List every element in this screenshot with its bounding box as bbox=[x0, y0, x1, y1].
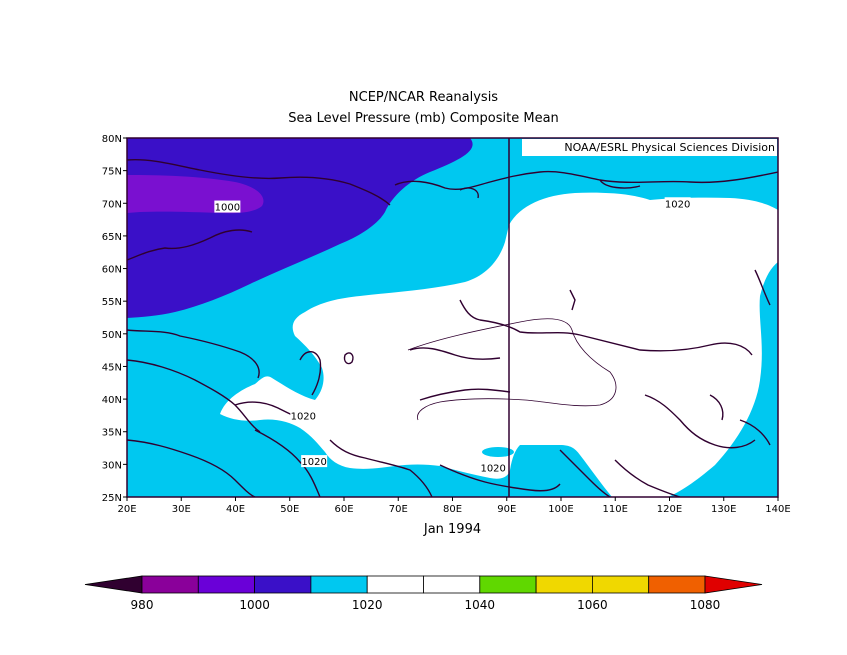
contour-line-1020-inner bbox=[407, 318, 617, 421]
contour-label: 1020 bbox=[301, 457, 326, 468]
colorbar: 980 1000 1020 1040 1060 1080 bbox=[84, 575, 763, 612]
contour-label-bg bbox=[664, 197, 691, 210]
lon-tick-label: 30E bbox=[172, 504, 191, 515]
lat-tick-label: 45N bbox=[102, 362, 122, 373]
colorbar-segment bbox=[310, 575, 368, 594]
colorbar-segment bbox=[366, 575, 424, 594]
figure-title: NCEP/NCAR Reanalysis bbox=[348, 90, 499, 105]
lon-tick-label: 50E bbox=[280, 504, 299, 515]
contour-label: 1020 bbox=[480, 464, 505, 475]
lat-tick-label: 80N bbox=[102, 134, 122, 145]
lon-tick-label: 80E bbox=[443, 504, 462, 515]
lon-tick-label: 130E bbox=[711, 504, 736, 515]
contour-label: 1000 bbox=[215, 203, 240, 214]
contour-label-bg bbox=[214, 200, 241, 213]
lat-tick-label: 75N bbox=[102, 167, 122, 178]
lon-tick-label: 120E bbox=[657, 504, 682, 515]
lat-tick-label: 40N bbox=[102, 395, 122, 406]
lat-tick-label: 25N bbox=[102, 493, 122, 504]
lat-tick-label: 35N bbox=[102, 428, 122, 439]
colorbar-segment bbox=[254, 575, 312, 594]
colorbar-segment bbox=[535, 575, 593, 594]
colorbar-max-triangle bbox=[704, 575, 763, 594]
colorbar-label: 1000 bbox=[239, 598, 270, 612]
contour-label: 1020 bbox=[291, 411, 316, 422]
axis-ticks: 20E 30E 40E 50E 60E 70E 80E 90E 100E 110E 120E 130E… bbox=[102, 134, 791, 515]
lon-tick-label: 40E bbox=[226, 504, 245, 515]
lon-tick-label: 140E bbox=[765, 504, 790, 515]
contour-label-bg bbox=[290, 409, 317, 422]
colorbar-segment bbox=[197, 575, 256, 594]
contour-label-bg bbox=[480, 461, 507, 474]
colorbar-label: 1060 bbox=[577, 598, 608, 612]
coastlines bbox=[127, 158, 778, 497]
colorbar-min-triangle bbox=[84, 575, 143, 594]
pressure-island-1015 bbox=[482, 447, 514, 457]
colorbar-segment bbox=[648, 575, 706, 594]
lon-tick-label: 110E bbox=[603, 504, 628, 515]
contour-label: 1020 bbox=[665, 199, 690, 210]
date-label: Jan 1994 bbox=[423, 522, 482, 537]
colorbar-segment bbox=[592, 575, 650, 594]
lat-tick-label: 70N bbox=[102, 199, 122, 210]
lon-tick-label: 100E bbox=[548, 504, 573, 515]
lon-tick-label: 60E bbox=[334, 504, 353, 515]
lon-tick-label: 20E bbox=[117, 504, 136, 515]
lon-tick-label: 90E bbox=[497, 504, 516, 515]
contour-label-bg bbox=[301, 455, 328, 468]
lat-tick-label: 30N bbox=[102, 460, 122, 471]
colorbar-segment bbox=[479, 575, 537, 594]
colorbar-segment bbox=[423, 575, 481, 594]
lat-tick-label: 55N bbox=[102, 297, 122, 308]
lat-tick-label: 60N bbox=[102, 265, 122, 276]
colorbar-label: 1080 bbox=[690, 598, 721, 612]
colorbar-segment bbox=[141, 575, 199, 594]
credit-label: NOAA/ESRL Physical Sciences Division bbox=[564, 141, 775, 154]
contour-labels: 1000 1020 1020 1020 1020 bbox=[214, 197, 691, 475]
colorbar-label: 1040 bbox=[465, 598, 496, 612]
figure-subtitle: Sea Level Pressure (mb) Composite Mean bbox=[288, 111, 559, 126]
lat-tick-label: 50N bbox=[102, 330, 122, 341]
colorbar-label: 1020 bbox=[352, 598, 383, 612]
colorbar-label: 980 bbox=[131, 598, 154, 612]
credit-box bbox=[522, 139, 777, 156]
map-panel bbox=[127, 138, 778, 497]
lat-tick-label: 65N bbox=[102, 232, 122, 243]
pressure-band-1020 bbox=[220, 192, 778, 497]
lon-tick-label: 70E bbox=[389, 504, 408, 515]
